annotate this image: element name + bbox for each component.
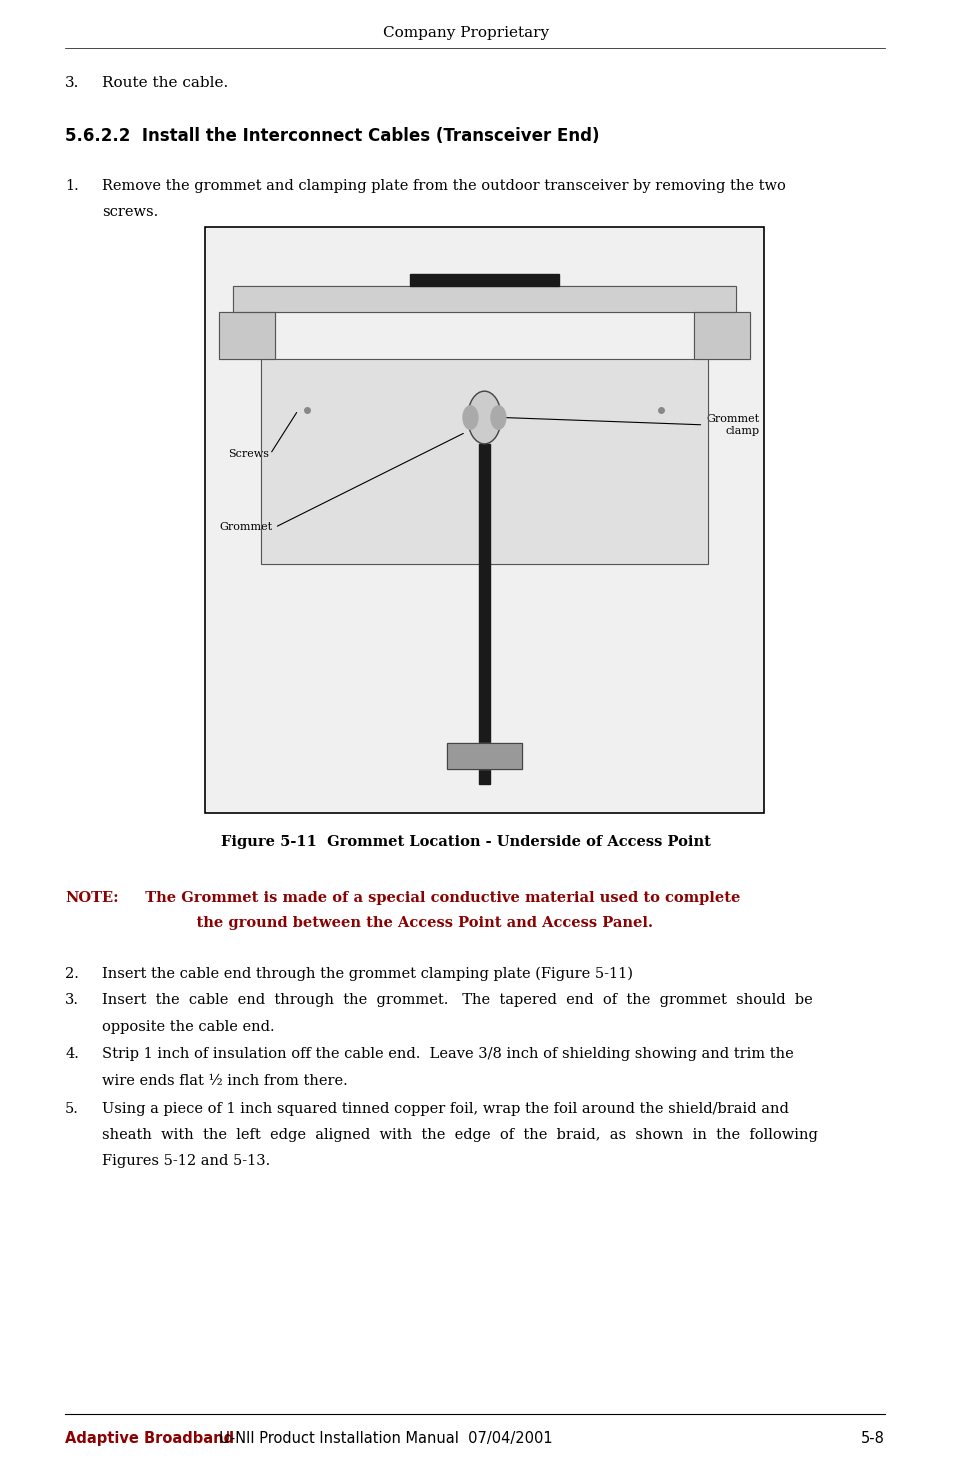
Bar <box>219 312 275 359</box>
Bar <box>479 444 490 784</box>
Text: Insert  the  cable  end  through  the  grommet.   The  tapered  end  of  the  gr: Insert the cable end through the grommet… <box>102 993 813 1008</box>
Text: Screws: Screws <box>228 450 269 459</box>
Text: The Grommet is made of a special conductive material used to complete: The Grommet is made of a special conduct… <box>136 891 740 905</box>
Bar <box>233 286 736 312</box>
Text: opposite the cable end.: opposite the cable end. <box>102 1020 275 1034</box>
Bar <box>410 274 559 286</box>
Bar <box>261 359 708 564</box>
FancyBboxPatch shape <box>205 227 764 813</box>
Text: 5.: 5. <box>65 1102 79 1116</box>
Bar <box>448 743 522 769</box>
Text: 4.: 4. <box>65 1047 79 1062</box>
Text: Grommet
clamp: Grommet clamp <box>706 415 760 435</box>
Text: 5-8: 5-8 <box>861 1431 885 1446</box>
Text: screws.: screws. <box>102 205 159 220</box>
Circle shape <box>463 406 478 429</box>
Circle shape <box>491 406 506 429</box>
Text: the ground between the Access Point and Access Panel.: the ground between the Access Point and … <box>136 916 653 930</box>
Text: Using a piece of 1 inch squared tinned copper foil, wrap the foil around the shi: Using a piece of 1 inch squared tinned c… <box>102 1102 790 1116</box>
Bar <box>261 359 708 564</box>
Text: Remove the grommet and clamping plate from the outdoor transceiver by removing t: Remove the grommet and clamping plate fr… <box>102 179 787 193</box>
Text: 2.: 2. <box>65 967 79 982</box>
Text: Route the cable.: Route the cable. <box>102 76 229 91</box>
Text: 3.: 3. <box>65 993 79 1008</box>
Text: 5.6.2.2  Install the Interconnect Cables (Transceiver End): 5.6.2.2 Install the Interconnect Cables … <box>65 127 600 145</box>
Text: 1.: 1. <box>65 179 79 193</box>
Bar <box>219 312 275 359</box>
Bar <box>233 286 736 312</box>
Text: Adaptive Broadband: Adaptive Broadband <box>65 1431 234 1446</box>
Text: Strip 1 inch of insulation off the cable end.  Leave 3/8 inch of shielding showi: Strip 1 inch of insulation off the cable… <box>102 1047 795 1062</box>
Text: sheath  with  the  left  edge  aligned  with  the  edge  of  the  braid,  as  sh: sheath with the left edge aligned with t… <box>102 1128 818 1143</box>
Text: Figure 5-11  Grommet Location - Underside of Access Point: Figure 5-11 Grommet Location - Underside… <box>221 835 711 850</box>
Bar <box>694 312 750 359</box>
Text: NOTE:: NOTE: <box>65 891 119 905</box>
Text: 3.: 3. <box>65 76 80 91</box>
Text: Grommet: Grommet <box>219 523 272 532</box>
Text: Insert the cable end through the grommet clamping plate (Figure 5-11): Insert the cable end through the grommet… <box>102 967 634 982</box>
Bar <box>694 312 750 359</box>
Text: Figures 5-12 and 5-13.: Figures 5-12 and 5-13. <box>102 1154 271 1169</box>
Bar <box>448 743 522 769</box>
Text: wire ends flat ½ inch from there.: wire ends flat ½ inch from there. <box>102 1074 348 1088</box>
Circle shape <box>468 391 501 444</box>
Text: U-NII Product Installation Manual  07/04/2001: U-NII Product Installation Manual 07/04/… <box>210 1431 552 1446</box>
Text: Company Proprietary: Company Proprietary <box>383 26 549 41</box>
